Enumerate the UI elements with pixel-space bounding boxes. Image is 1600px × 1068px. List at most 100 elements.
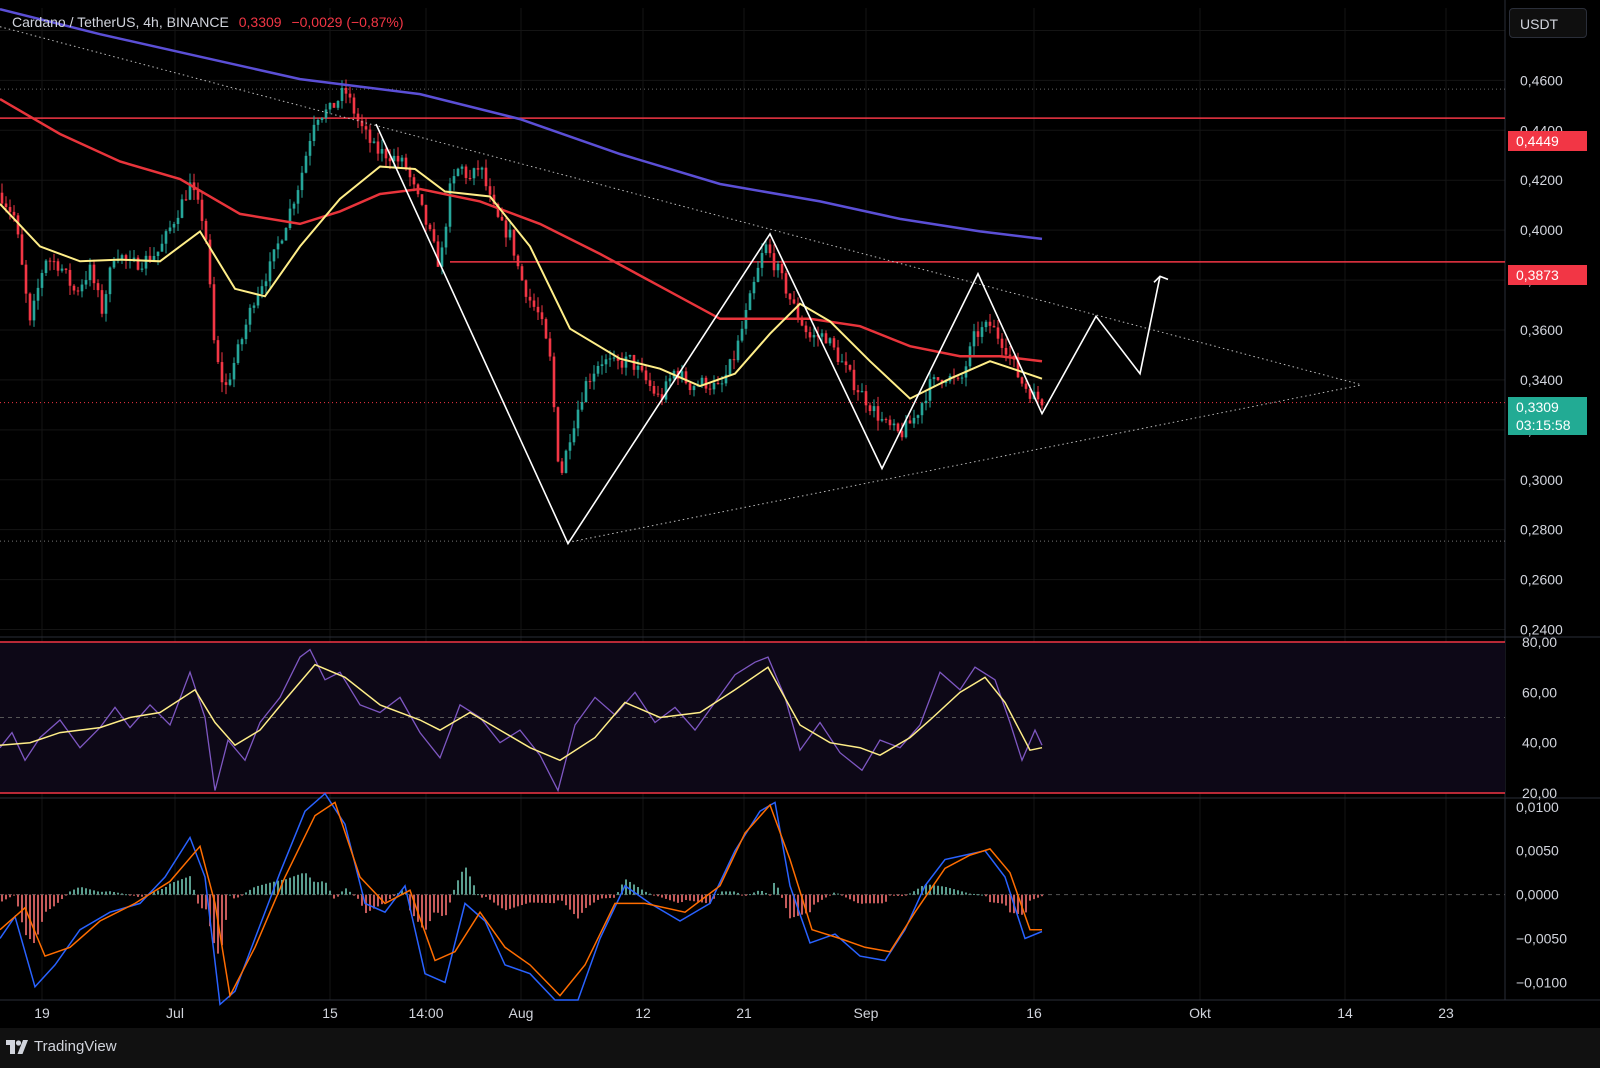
candle-body <box>728 359 732 375</box>
macd-histogram-bar <box>61 894 63 900</box>
macd-histogram-bar <box>877 894 879 904</box>
candle-body <box>584 381 588 403</box>
macd-histogram-bar <box>709 894 711 904</box>
time-axis-tick-9: Okt <box>1189 1005 1211 1021</box>
candle-body <box>640 365 644 371</box>
candle-body <box>596 365 600 374</box>
candle-body <box>520 266 524 281</box>
candle-body <box>944 381 948 384</box>
candle-body <box>196 190 200 200</box>
candle-body <box>80 284 84 292</box>
macd-histogram-bar <box>133 894 135 896</box>
macd-histogram-bar <box>109 891 111 895</box>
candle-body <box>828 338 832 344</box>
macd-histogram-bar <box>725 891 727 895</box>
candle-body <box>768 244 772 254</box>
macd-histogram-bar <box>29 894 31 940</box>
macd-histogram-bar <box>521 894 523 906</box>
candle-body <box>396 155 400 162</box>
macd-histogram-bar <box>717 893 719 895</box>
candle-body <box>40 272 44 288</box>
candle-body <box>204 220 208 240</box>
candle-body <box>440 247 444 267</box>
candle-body <box>860 391 864 393</box>
candle-body <box>220 362 224 383</box>
candle-body <box>488 186 492 195</box>
macd-histogram-bar <box>917 888 919 895</box>
macd-histogram-bar <box>209 894 211 927</box>
candle-body <box>376 141 380 154</box>
candle-body <box>1036 391 1040 400</box>
time-axis-tick-1: Jul <box>166 1005 184 1021</box>
candle-body <box>140 268 144 270</box>
candle-body <box>104 294 108 314</box>
macd-histogram-bar <box>197 894 199 904</box>
macd-histogram-bar <box>481 894 483 898</box>
candle-body <box>648 380 652 386</box>
candle-body <box>12 211 16 216</box>
price-axis-tick-10: 0,2800 <box>1520 522 1563 538</box>
macd-histogram-bar <box>565 894 567 906</box>
candle-body <box>832 338 836 348</box>
candle-body <box>400 157 404 162</box>
macd-histogram-bar <box>93 890 95 895</box>
macd-axis-tick-3: −0,0050 <box>1516 931 1567 947</box>
candle-body <box>528 296 532 301</box>
candle-body <box>76 290 80 292</box>
currency-button[interactable]: USDT <box>1509 8 1587 38</box>
macd-histogram-bar <box>5 894 7 900</box>
candle-body <box>432 229 436 242</box>
candle-body <box>228 379 232 385</box>
macd-histogram-bar <box>837 893 839 895</box>
macd-histogram-bar <box>493 894 495 903</box>
candle-body <box>600 364 604 366</box>
macd-histogram-bar <box>101 891 103 895</box>
candle-body <box>932 377 936 380</box>
candle-body <box>984 321 988 328</box>
macd-histogram-bar <box>733 891 735 895</box>
macd-histogram-bar <box>25 894 27 936</box>
ma-fast-line <box>0 165 1043 400</box>
macd-histogram-bar <box>421 894 423 928</box>
macd-histogram-bar <box>885 894 887 902</box>
macd-histogram-bar <box>657 894 659 897</box>
macd-histogram-bar <box>853 894 855 902</box>
candle-body <box>452 176 456 184</box>
macd-histogram-bar <box>77 887 79 895</box>
macd-histogram-bar <box>945 886 947 895</box>
macd-histogram-bar <box>901 894 903 897</box>
macd-histogram-bar <box>285 879 287 895</box>
candle-body <box>468 177 472 179</box>
macd-histogram-bar <box>573 894 575 915</box>
candle-body <box>0 192 4 204</box>
candle-body <box>720 383 724 385</box>
macd-histogram-bar <box>849 894 851 900</box>
macd-histogram-bar <box>141 894 143 897</box>
macd-histogram-bar <box>53 894 55 907</box>
candle-body <box>824 333 828 344</box>
candle-body <box>884 419 888 421</box>
tradingview-brand[interactable]: TradingView <box>6 1038 117 1055</box>
macd-histogram-bar <box>257 885 259 895</box>
macd-histogram-bar <box>893 894 895 896</box>
macd-histogram-bar <box>477 894 479 896</box>
macd-histogram-bar <box>313 881 315 895</box>
rsi-axis-tick-0: 80,00 <box>1522 634 1557 650</box>
candle-body <box>368 129 372 143</box>
macd-histogram-bar <box>189 876 191 895</box>
macd-histogram-bar <box>753 892 755 895</box>
candle-body <box>840 361 844 363</box>
macd-histogram-bar <box>813 894 815 905</box>
macd-histogram-bar <box>541 894 543 903</box>
macd-histogram-bar <box>649 893 651 895</box>
macd-histogram-bar <box>369 894 371 911</box>
candle-body <box>320 117 324 120</box>
rsi-axis-tick-3: 20,00 <box>1522 785 1557 801</box>
candle-body <box>264 281 268 287</box>
candle-body <box>996 327 1000 339</box>
candle-body <box>348 93 352 98</box>
ma-slow-line <box>0 7 1043 241</box>
rsi-axis-tick-1: 60,00 <box>1522 684 1557 700</box>
candle-body <box>788 293 792 300</box>
